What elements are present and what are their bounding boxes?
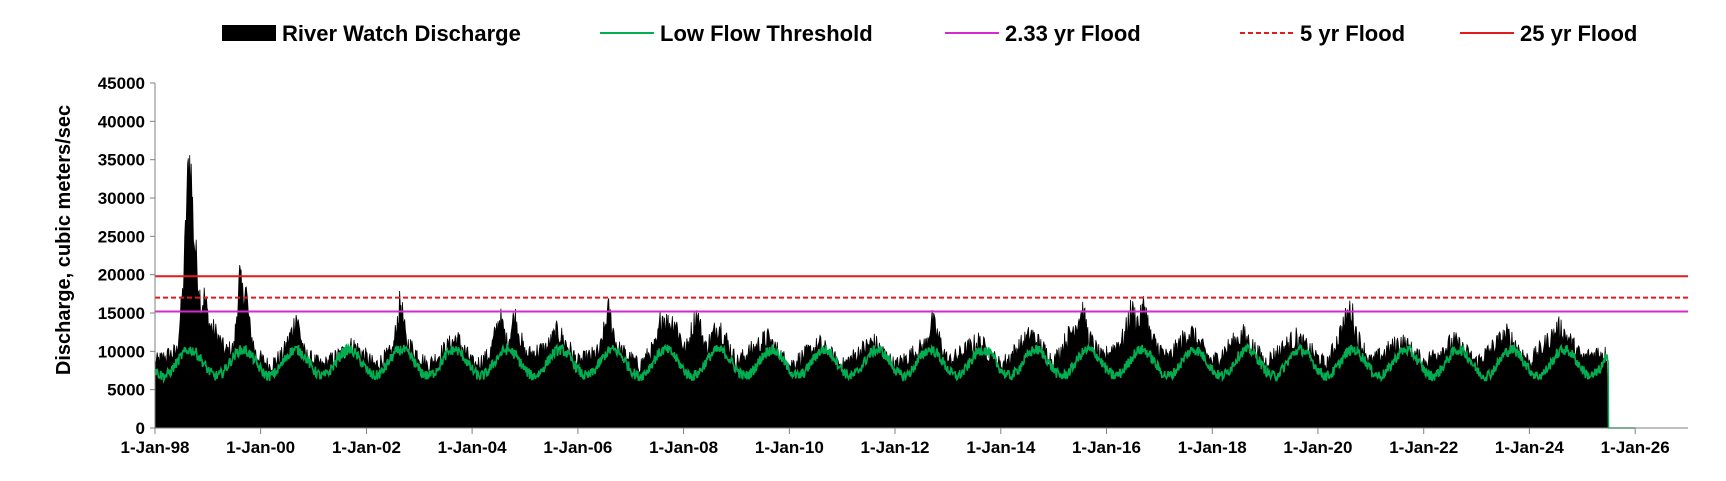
x-tick-label: 1-Jan-20 (1283, 438, 1352, 457)
series-river-watch-discharge (154, 155, 1636, 429)
x-tick-label: 1-Jan-02 (332, 438, 401, 457)
y-tick-label: 0 (136, 419, 145, 438)
x-tick-label: 1-Jan-06 (543, 438, 612, 457)
axes: 0 5000 10000 15000 20000 25000 30000 35000 40000… (98, 74, 1688, 457)
legend-item-2-33-yr-flood: 2.33 yr Flood (945, 21, 1141, 46)
x-tick-label: 1-Jan-04 (438, 438, 508, 457)
legend-item-low-flow-threshold: Low Flow Threshold (600, 21, 873, 46)
y-tick-label: 10000 (98, 342, 145, 361)
x-tick-label: 1-Jan-08 (649, 438, 718, 457)
y-tick-label: 45000 (98, 74, 145, 93)
y-tick-label: 35000 (98, 151, 145, 170)
series-low-flow-threshold (154, 342, 1636, 429)
y-tick-label: 20000 (98, 266, 145, 285)
legend-label: River Watch Discharge (282, 21, 521, 46)
x-tick-label: 1-Jan-22 (1389, 438, 1458, 457)
x-tick-label: 1-Jan-18 (1178, 438, 1247, 457)
x-tick-label: 1-Jan-10 (755, 438, 824, 457)
y-tick-label: 25000 (98, 227, 145, 246)
y-tick-label: 15000 (98, 304, 145, 323)
plot-area: 0 5000 10000 15000 20000 25000 30000 35000 40000… (98, 74, 1688, 457)
legend-swatch (222, 25, 276, 41)
legend-label: 25 yr Flood (1520, 21, 1637, 46)
x-tick-label: 1-Jan-00 (226, 438, 295, 457)
x-tick-label: 1-Jan-14 (966, 438, 1036, 457)
y-tick-label: 30000 (98, 189, 145, 208)
legend-label: 5 yr Flood (1300, 21, 1405, 46)
legend-item-25-yr-flood: 25 yr Flood (1460, 21, 1637, 46)
series-layer (154, 155, 1688, 429)
legend-label: Low Flow Threshold (660, 21, 873, 46)
y-tick-label: 5000 (107, 381, 145, 400)
legend-item-river-watch-discharge: River Watch Discharge (222, 21, 521, 46)
x-tick-label: 1-Jan-12 (861, 438, 930, 457)
x-tick-label: 1-Jan-16 (1072, 438, 1141, 457)
x-tick-label: 1-Jan-26 (1601, 438, 1670, 457)
x-tick-label: 1-Jan-98 (121, 438, 190, 457)
x-tick-label: 1-Jan-24 (1495, 438, 1565, 457)
legend: River Watch Discharge Low Flow Threshold 2… (222, 21, 1637, 46)
legend-item-5-yr-flood: 5 yr Flood (1240, 21, 1405, 46)
legend-label: 2.33 yr Flood (1005, 21, 1141, 46)
y-tick-label: 40000 (98, 112, 145, 131)
y-axis-title: Discharge, cubic meters/sec (53, 105, 75, 375)
